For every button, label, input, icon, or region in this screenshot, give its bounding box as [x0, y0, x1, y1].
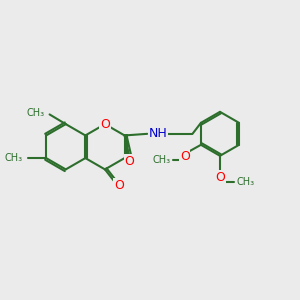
Text: O: O	[114, 179, 124, 192]
Text: CH₃: CH₃	[27, 108, 45, 118]
Text: CH₃: CH₃	[237, 177, 255, 187]
Text: NH: NH	[149, 127, 168, 140]
Text: O: O	[180, 150, 190, 163]
Text: CH₃: CH₃	[152, 155, 170, 165]
Text: O: O	[100, 118, 110, 130]
Text: CH₃: CH₃	[4, 153, 22, 163]
Text: O: O	[215, 171, 225, 184]
Text: O: O	[124, 155, 134, 168]
